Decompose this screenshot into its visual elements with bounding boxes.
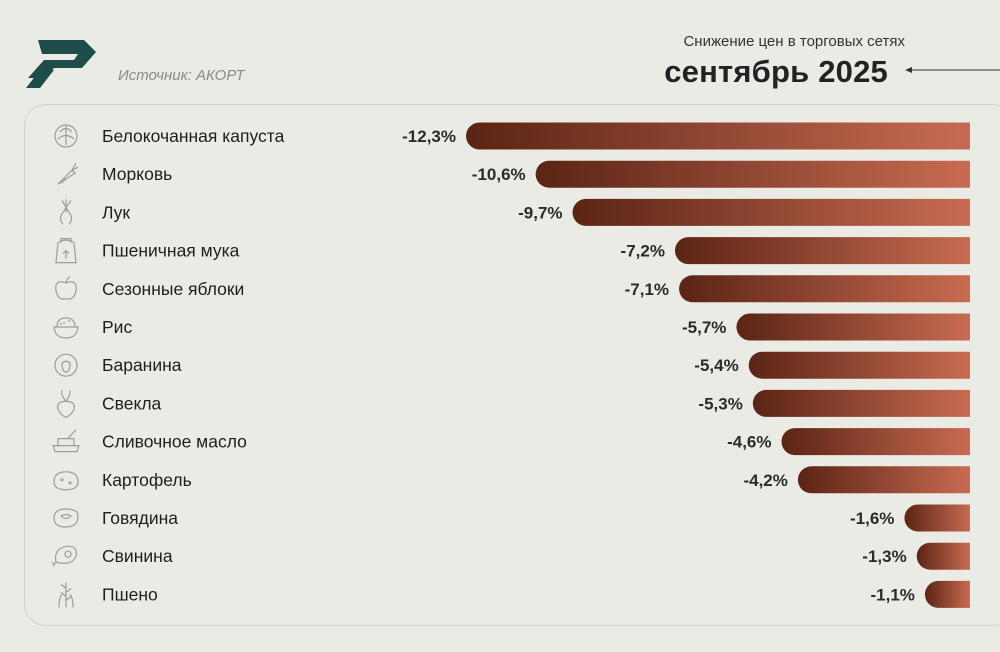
category-label: Баранина — [102, 355, 182, 375]
chart-subtitle: Снижение цен в торговых сетях — [683, 33, 905, 50]
value-label: -1,1% — [871, 585, 915, 604]
category-label: Говядина — [102, 508, 178, 528]
bar — [535, 160, 970, 188]
logo-stem — [26, 70, 54, 88]
bar — [924, 580, 970, 608]
bar — [904, 504, 970, 532]
value-label: -1,6% — [850, 509, 894, 528]
bar — [916, 542, 970, 570]
rice-bowl-icon — [53, 317, 79, 339]
flour-bag-icon — [55, 238, 77, 264]
bar — [781, 428, 970, 456]
category-label: Свинина — [102, 546, 173, 566]
category-label: Белокочанная капуста — [102, 126, 285, 146]
value-label: -10,6% — [472, 165, 526, 184]
value-label: -9,7% — [518, 203, 562, 222]
bar — [572, 198, 970, 226]
bar — [748, 351, 970, 379]
bar — [466, 122, 970, 150]
logo-mark — [28, 40, 96, 78]
value-label: -5,4% — [694, 356, 738, 375]
pork-ham-icon — [51, 545, 77, 567]
category-label: Сезонные яблоки — [102, 279, 244, 299]
value-label: -7,2% — [621, 242, 665, 261]
value-label: -12,3% — [402, 127, 456, 146]
category-label: Лук — [102, 202, 130, 222]
category-label: Картофель — [102, 470, 192, 490]
bar — [679, 275, 970, 303]
chart-title: сентябрь 2025 — [664, 54, 888, 89]
onion-icon — [59, 199, 73, 225]
bar — [674, 237, 970, 265]
value-label: -5,7% — [682, 318, 726, 337]
potato-icon — [53, 471, 79, 491]
category-label: Рис — [102, 317, 132, 337]
bar — [736, 313, 970, 341]
value-label: -1,3% — [862, 547, 906, 566]
value-label: -4,6% — [727, 433, 771, 452]
cabbage-icon — [54, 124, 78, 148]
value-label: -4,2% — [743, 471, 787, 490]
value-label: -7,1% — [625, 280, 669, 299]
logo — [26, 40, 96, 88]
apple-icon — [55, 276, 77, 300]
pointer-arrow — [905, 67, 1000, 73]
steak-icon — [53, 508, 79, 528]
value-label: -5,3% — [698, 394, 742, 413]
category-label: Сливочное масло — [102, 432, 247, 452]
bar — [797, 466, 970, 494]
category-label: Пшеничная мука — [102, 241, 240, 261]
source-text: Источник: АКОРТ — [118, 67, 245, 84]
bar — [752, 389, 970, 417]
sheep-icon — [54, 353, 78, 377]
millet-icon — [58, 582, 74, 608]
carrot-icon — [57, 162, 79, 185]
category-label: Пшено — [102, 584, 158, 604]
category-label: Морковь — [102, 164, 172, 184]
beet-icon — [57, 390, 75, 419]
butter-icon — [52, 429, 80, 453]
category-label: Свекла — [102, 393, 162, 413]
